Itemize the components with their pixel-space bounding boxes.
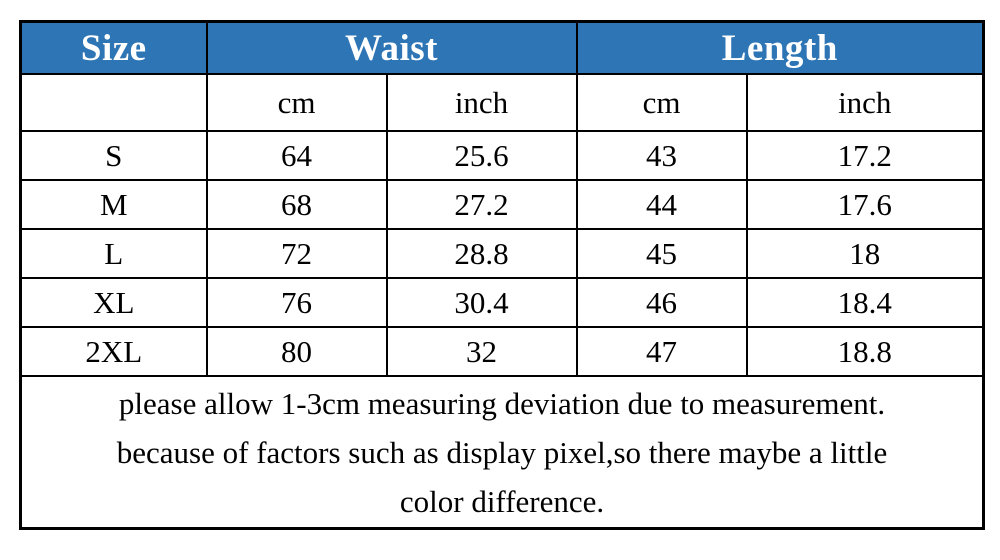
length-inch-cell: 18.4 xyxy=(745,277,985,328)
subheader-waist-inch: inch xyxy=(385,73,578,132)
length-cm-cell: 45 xyxy=(575,228,748,279)
waist-cm-cell: 64 xyxy=(205,130,388,181)
subheader-length-inch: inch xyxy=(745,73,985,132)
note-row: please allow 1-3cm measuring deviation d… xyxy=(19,375,985,530)
note-cell: please allow 1-3cm measuring deviation d… xyxy=(19,375,985,530)
waist-cm-cell: 76 xyxy=(205,277,388,328)
table-row-s: S 64 25.6 43 17.2 xyxy=(19,130,985,181)
size-cell: XL xyxy=(19,277,208,328)
header-row: Size Waist Length xyxy=(19,20,985,75)
size-chart-table: Size Waist Length cm inch cm inch S 64 2… xyxy=(19,20,986,530)
size-cell: 2XL xyxy=(19,326,208,377)
header-waist: Waist xyxy=(205,20,578,75)
note-line: because of factors such as display pixel… xyxy=(116,434,888,470)
length-cm-cell: 47 xyxy=(575,326,748,377)
note-line: please allow 1-3cm measuring deviation d… xyxy=(118,385,886,421)
waist-inch-cell: 30.4 xyxy=(385,277,578,328)
length-cm-cell: 44 xyxy=(575,179,748,230)
length-inch-cell: 18.8 xyxy=(745,326,985,377)
length-inch-cell: 17.2 xyxy=(745,130,985,181)
waist-cm-cell: 72 xyxy=(205,228,388,279)
size-cell: L xyxy=(19,228,208,279)
table-row-xl: XL 76 30.4 46 18.4 xyxy=(19,277,985,328)
waist-cm-cell: 68 xyxy=(205,179,388,230)
length-inch-cell: 17.6 xyxy=(745,179,985,230)
waist-inch-cell: 28.8 xyxy=(385,228,578,279)
length-cm-cell: 43 xyxy=(575,130,748,181)
subheader-length-cm: cm xyxy=(575,73,748,132)
waist-inch-cell: 25.6 xyxy=(385,130,578,181)
header-length: Length xyxy=(575,20,985,75)
waist-inch-cell: 32 xyxy=(385,326,578,377)
waist-inch-cell: 27.2 xyxy=(385,179,578,230)
note-line: color difference. xyxy=(399,483,605,519)
table-row-l: L 72 28.8 45 18 xyxy=(19,228,985,279)
subheader-waist-cm: cm xyxy=(205,73,388,132)
table-row-2xl: 2XL 80 32 47 18.8 xyxy=(19,326,985,377)
size-cell: M xyxy=(19,179,208,230)
waist-cm-cell: 80 xyxy=(205,326,388,377)
length-inch-cell: 18 xyxy=(745,228,985,279)
subheader-empty-cell xyxy=(19,73,208,132)
subheader-row: cm inch cm inch xyxy=(19,73,985,132)
table-row-m: M 68 27.2 44 17.6 xyxy=(19,179,985,230)
size-cell: S xyxy=(19,130,208,181)
header-size: Size xyxy=(19,20,208,75)
length-cm-cell: 46 xyxy=(575,277,748,328)
